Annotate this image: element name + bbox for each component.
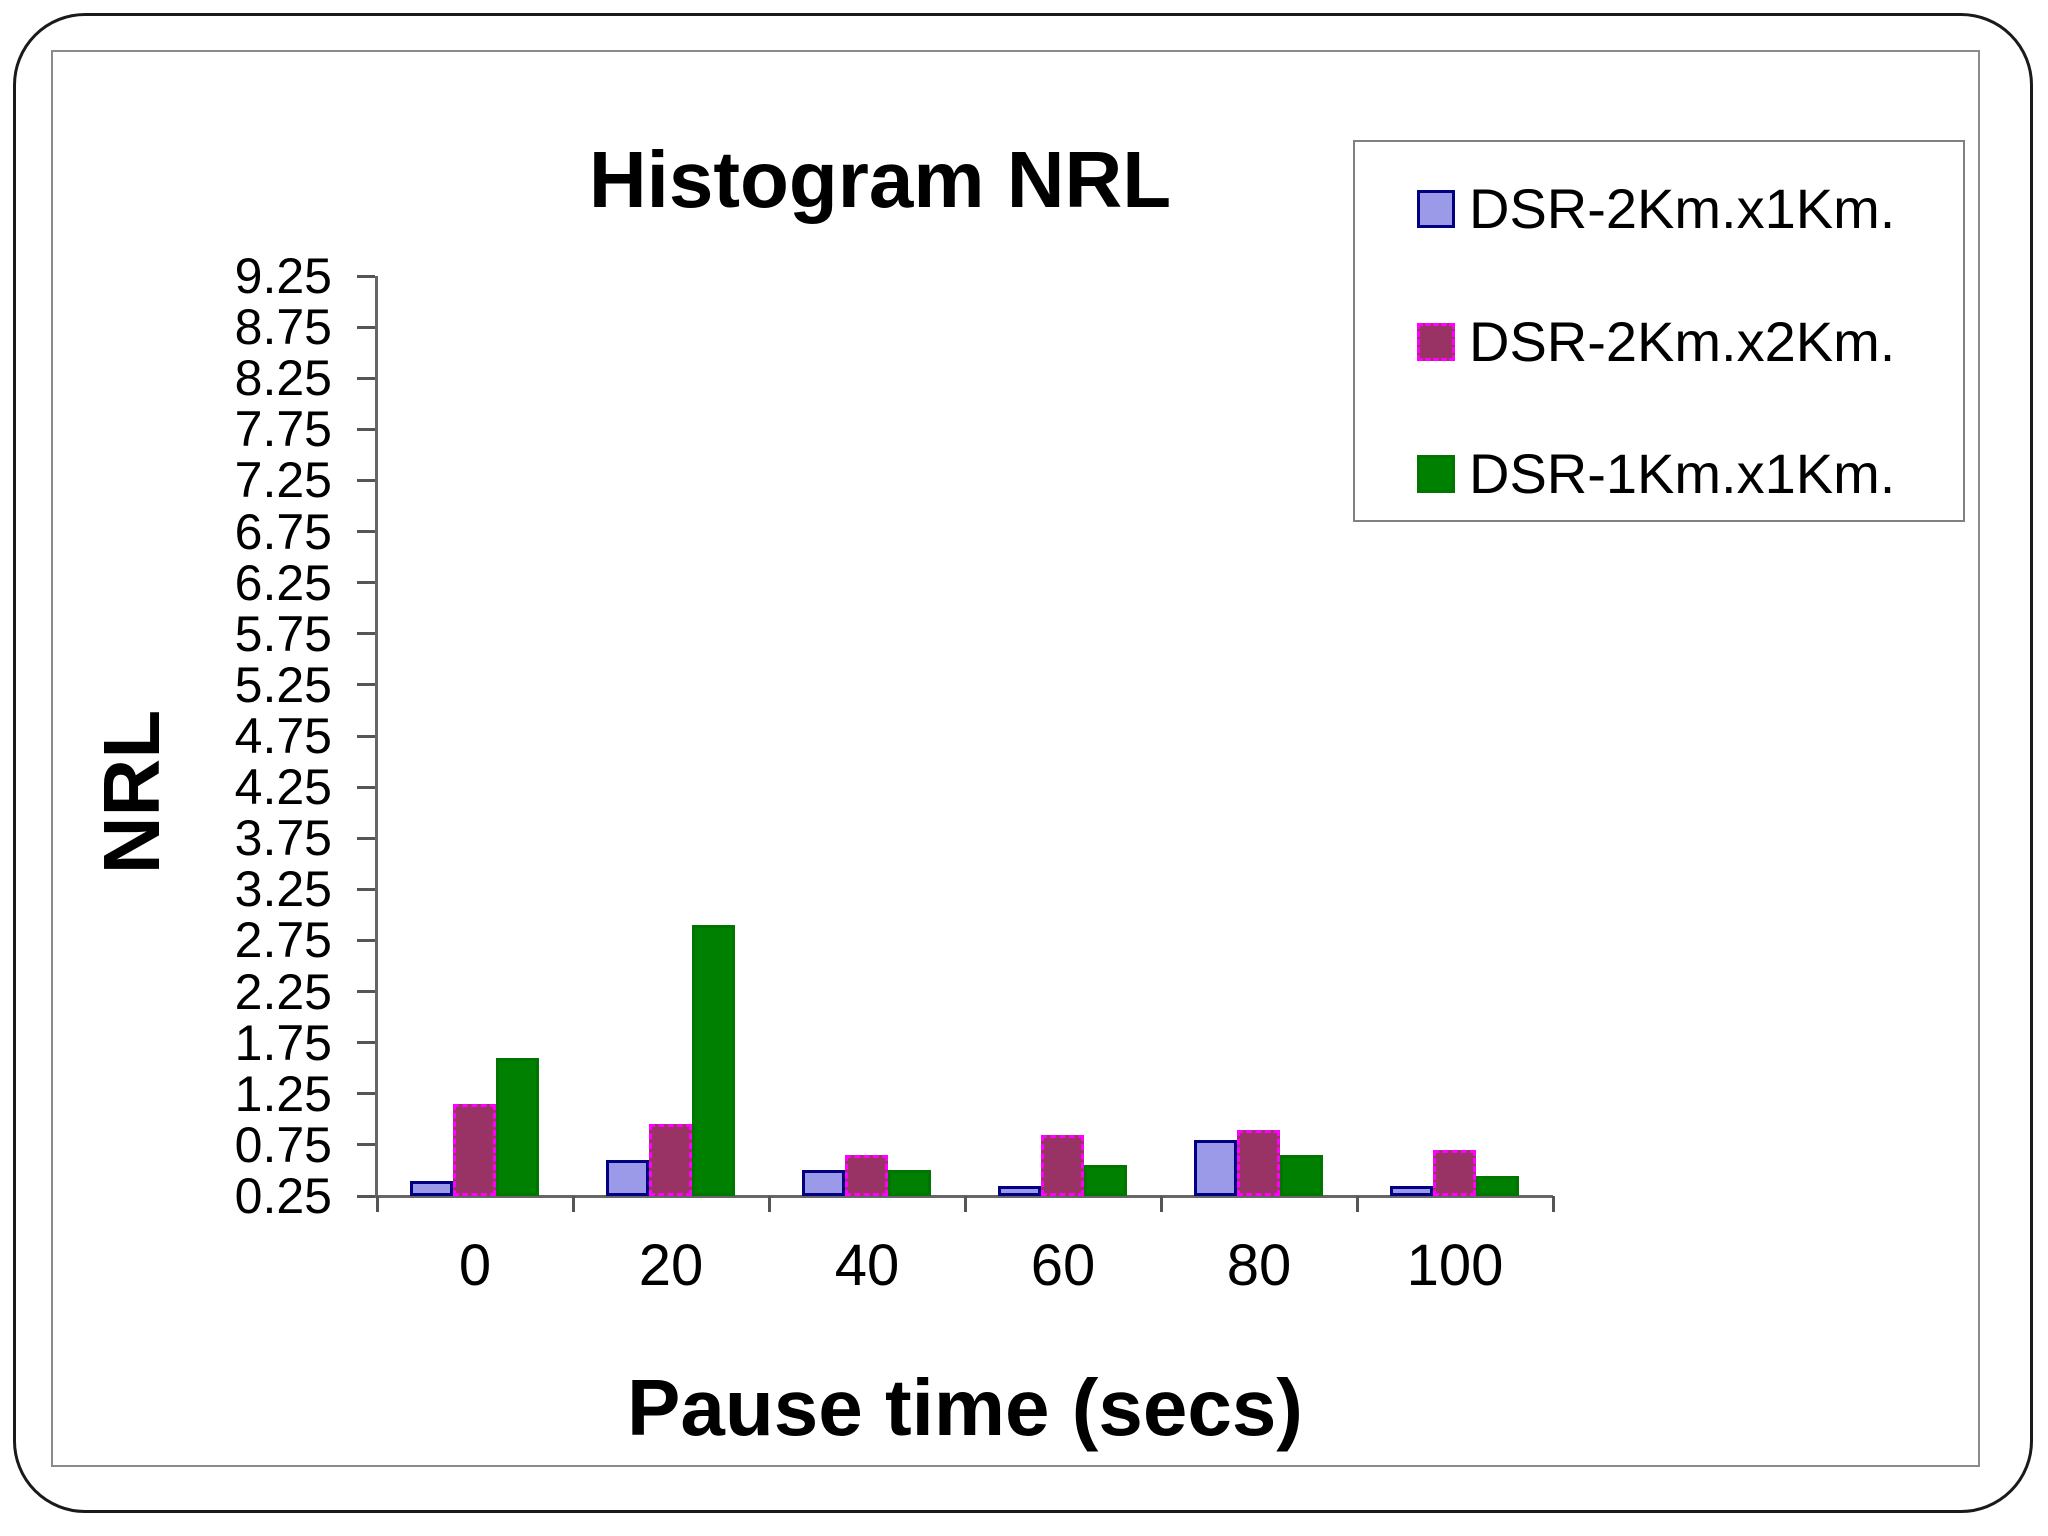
- x-axis-tick: [1355, 1196, 1359, 1212]
- bar-dsr-2km-x1km--cat60: [998, 1185, 1041, 1196]
- legend-label: DSR-2Km.x1Km.: [1469, 177, 1896, 240]
- y-tick-label: 4.25: [234, 759, 332, 816]
- legend-marker-series-1: [1417, 190, 1455, 228]
- x-tick-label: 100: [1406, 1233, 1504, 1298]
- y-axis-tick: [357, 1194, 375, 1198]
- y-axis-tick: [357, 427, 375, 431]
- bar-dsr-2km-x1km--cat40: [802, 1170, 845, 1196]
- bar-dsr-1km-x1km--cat60: [1084, 1165, 1127, 1196]
- y-tick-label: 8.75: [234, 299, 332, 356]
- y-tick-label: 2.25: [234, 963, 332, 1020]
- y-tick-label: 7.75: [234, 401, 332, 458]
- bar-dsr-1km-x1km--cat80: [1280, 1155, 1323, 1196]
- y-axis-tick: [357, 1143, 375, 1147]
- y-tick-label: 7.25: [234, 452, 332, 509]
- y-axis-tick: [357, 274, 375, 278]
- y-axis-tick: [357, 785, 375, 789]
- bar-dsr-2km-x2km--cat0: [453, 1104, 496, 1196]
- bar-dsr-2km-x2km--cat40: [845, 1155, 888, 1196]
- y-tick-label: 0.75: [234, 1116, 332, 1173]
- legend-item: DSR-2Km.x1Km.: [1417, 177, 1895, 241]
- y-axis-line: [375, 276, 378, 1198]
- bar-dsr-1km-x1km--cat100: [1476, 1175, 1519, 1196]
- y-axis-tick: [357, 1041, 375, 1045]
- bar-dsr-2km-x2km--cat100: [1433, 1150, 1476, 1196]
- y-axis-tick: [357, 734, 375, 738]
- legend-item: DSR-2Km.x2Km.: [1417, 310, 1895, 374]
- x-axis-tick: [963, 1196, 967, 1212]
- y-axis-tick: [357, 325, 375, 329]
- bar-dsr-2km-x1km--cat0: [410, 1180, 453, 1196]
- slide-outer-border: [13, 13, 2033, 1513]
- legend-label: DSR-2Km.x2Km.: [1469, 310, 1896, 373]
- y-tick-label: 9.25: [234, 248, 332, 304]
- x-axis-tick: [767, 1196, 771, 1212]
- y-tick-label: 3.75: [234, 810, 332, 867]
- bar-dsr-2km-x2km--cat80: [1237, 1129, 1280, 1196]
- x-tick-label: 40: [834, 1233, 900, 1298]
- y-axis-tick: [357, 581, 375, 585]
- x-axis-tick: [1551, 1196, 1555, 1212]
- x-tick-label: 20: [638, 1233, 704, 1298]
- bar-dsr-2km-x1km--cat20: [606, 1160, 649, 1196]
- bar-dsr-2km-x1km--cat80: [1194, 1139, 1237, 1196]
- legend-label: DSR-1Km.x1Km.: [1469, 442, 1896, 505]
- y-axis-tick: [357, 836, 375, 840]
- y-tick-label: 8.25: [234, 350, 332, 407]
- y-axis-tick: [357, 478, 375, 482]
- x-tick-label: 0: [458, 1233, 492, 1298]
- y-tick-label: 6.25: [234, 554, 332, 611]
- y-tick-label: 6.75: [234, 503, 332, 560]
- y-tick-label: 1.25: [234, 1065, 332, 1122]
- legend-marker-series-2: [1417, 323, 1455, 361]
- y-axis-tick: [357, 376, 375, 380]
- bar-dsr-2km-x1km--cat100: [1390, 1185, 1433, 1196]
- y-tick-label: 2.75: [234, 912, 332, 969]
- legend-item: DSR-1Km.x1Km.: [1417, 442, 1895, 506]
- x-tick-label: 60: [1030, 1233, 1096, 1298]
- bar-dsr-1km-x1km--cat20: [692, 925, 735, 1196]
- y-axis-tick: [357, 887, 375, 891]
- x-axis-tick: [1159, 1196, 1163, 1212]
- y-tick-label: 4.75: [234, 708, 332, 764]
- bar-dsr-1km-x1km--cat0: [496, 1058, 539, 1196]
- y-tick-label: 5.25: [234, 656, 332, 713]
- y-axis-tick: [357, 1092, 375, 1096]
- y-axis-tick: [357, 683, 375, 687]
- bar-dsr-1km-x1km--cat40: [888, 1170, 931, 1196]
- legend: DSR-2Km.x1Km. DSR-2Km.x2Km. DSR-1Km.x1Km…: [1353, 140, 1965, 522]
- y-tick-label: 5.75: [234, 605, 332, 662]
- x-axis-tick: [375, 1196, 379, 1212]
- y-tick-label: 1.75: [234, 1014, 332, 1071]
- y-tick-label: 3.25: [234, 861, 332, 918]
- y-axis-tick: [357, 938, 375, 942]
- bar-dsr-2km-x2km--cat60: [1041, 1134, 1084, 1196]
- y-axis-tick: [357, 530, 375, 534]
- x-axis-tick: [571, 1196, 575, 1212]
- y-axis-tick: [357, 632, 375, 636]
- legend-marker-series-3: [1417, 455, 1455, 493]
- bar-dsr-2km-x2km--cat20: [649, 1124, 692, 1196]
- chart-title: Histogram NRL: [588, 135, 1172, 224]
- x-axis-title: Pause time (secs): [627, 1363, 1303, 1452]
- y-axis-tick: [357, 990, 375, 994]
- x-tick-label: 80: [1226, 1233, 1292, 1298]
- y-tick-label: 0.25: [234, 1168, 332, 1224]
